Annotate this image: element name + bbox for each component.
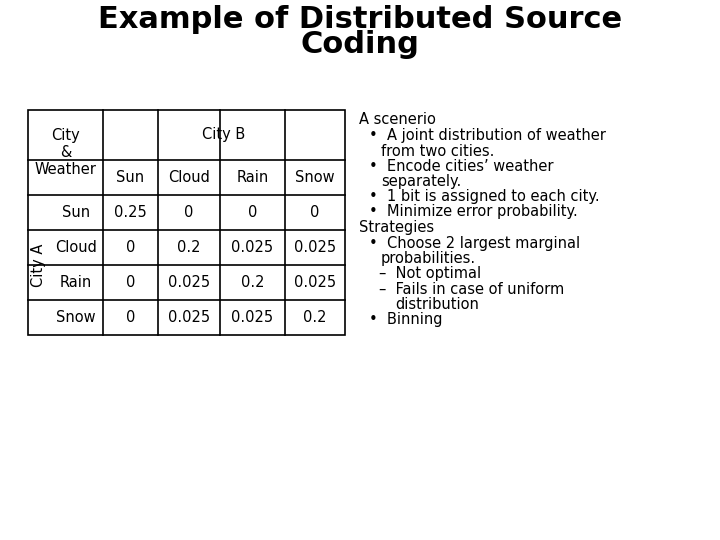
Text: •  Encode cities’ weather: • Encode cities’ weather [369,159,554,174]
Text: 0: 0 [126,310,135,325]
Text: 0.25: 0.25 [114,205,147,220]
Text: City A: City A [32,244,47,287]
Text: 0.025: 0.025 [168,310,210,325]
Text: •  A joint distribution of weather: • A joint distribution of weather [369,129,606,143]
Text: Sun: Sun [62,205,90,220]
Text: 0: 0 [126,240,135,255]
Text: separately.: separately. [381,174,462,189]
Text: Cloud: Cloud [55,240,97,255]
Text: Example of Distributed Source: Example of Distributed Source [98,5,622,34]
Text: Rain: Rain [60,275,92,290]
Text: Strategies: Strategies [359,220,434,234]
Text: 0.025: 0.025 [294,275,336,290]
Text: City B: City B [202,127,246,143]
Text: A scenerio: A scenerio [359,112,436,127]
Text: 0.025: 0.025 [294,240,336,255]
Text: probabilities.: probabilities. [381,251,476,266]
Text: Snow: Snow [56,310,96,325]
Text: 0: 0 [126,275,135,290]
Text: City
&
Weather: City & Weather [35,127,96,178]
Text: •  1 bit is assigned to each city.: • 1 bit is assigned to each city. [369,189,600,204]
Text: 0.025: 0.025 [231,310,274,325]
Text: 0.025: 0.025 [231,240,274,255]
Text: from two cities.: from two cities. [381,144,495,159]
Text: •  Binning: • Binning [369,312,443,327]
Text: •  Minimize error probability.: • Minimize error probability. [369,205,577,219]
Text: •  Choose 2 largest marginal: • Choose 2 largest marginal [369,236,580,251]
Text: 0.2: 0.2 [240,275,264,290]
Text: 0.025: 0.025 [168,275,210,290]
Text: 0.2: 0.2 [177,240,201,255]
Text: 0.2: 0.2 [303,310,327,325]
Text: 0: 0 [310,205,320,220]
Bar [28,110,345,335]
Text: Snow: Snow [295,170,335,185]
Text: –  Fails in case of uniform: – Fails in case of uniform [379,281,564,296]
Text: Coding: Coding [300,30,420,59]
Text: –  Not optimal: – Not optimal [379,266,481,281]
Text: 0: 0 [248,205,257,220]
Text: Cloud: Cloud [168,170,210,185]
Text: 0: 0 [184,205,194,220]
Text: Sun: Sun [117,170,145,185]
Text: Rain: Rain [236,170,269,185]
Text: distribution: distribution [395,297,479,312]
